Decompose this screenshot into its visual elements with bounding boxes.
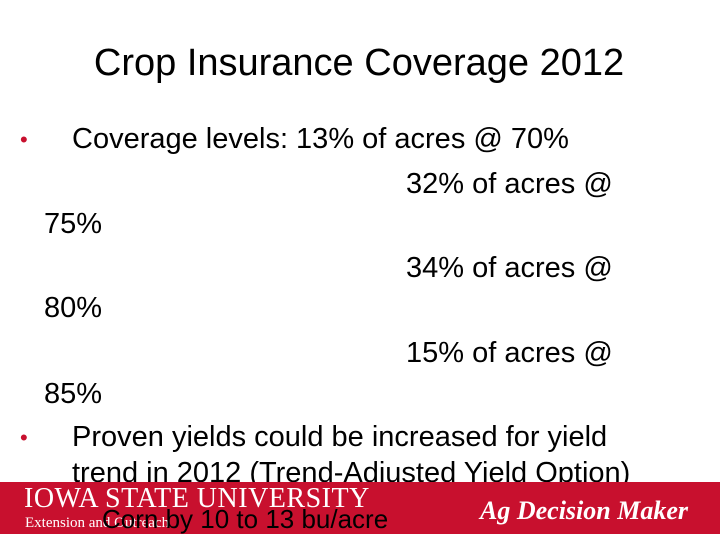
coverage-line-15: 15% of acres @ <box>406 337 613 369</box>
footer-band <box>0 482 720 534</box>
bullet-marker: • <box>20 425 28 450</box>
coverage-line-34: 34% of acres @ <box>406 252 613 284</box>
isu-logo-text: IOWA STATE UNIVERSITY <box>24 483 370 514</box>
coverage-level-75: 75% <box>44 208 103 240</box>
bullet-marker: • <box>20 127 28 152</box>
ag-decision-maker-logo: Ag Decision Maker <box>480 496 688 525</box>
extension-text: Extension and Outreach <box>25 515 170 531</box>
coverage-line-32: 32% of acres @ <box>406 168 613 200</box>
coverage-level-85: 85% <box>44 378 103 410</box>
bullet-proven-yields: Proven yields could be increased for yie… <box>72 421 608 453</box>
bullet-coverage-levels: Coverage levels: 13% of acres @ 70% <box>72 123 569 155</box>
slide-title: Crop Insurance Coverage 2012 <box>93 42 625 84</box>
coverage-level-80: 80% <box>44 292 103 324</box>
sub-bullet-corn: Corn by 10 to 13 bu/acre <box>102 504 389 534</box>
